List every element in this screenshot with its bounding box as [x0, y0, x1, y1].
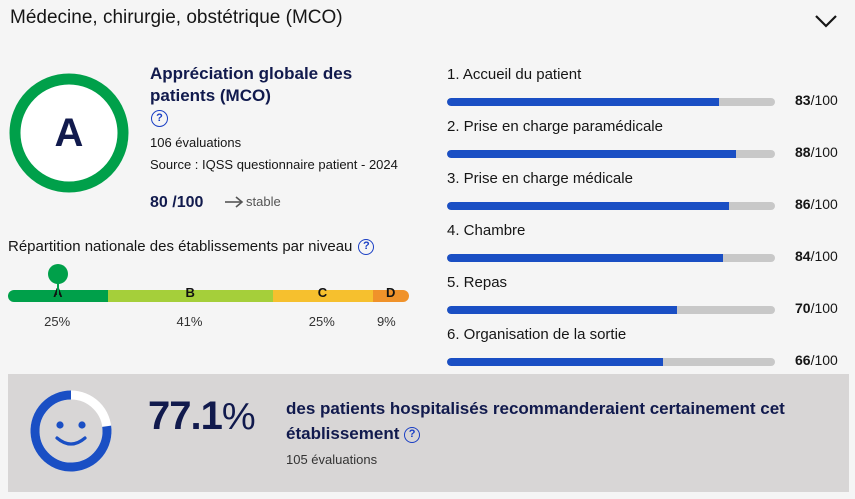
criteria-label: 3. Prise en charge médicale: [447, 170, 633, 187]
criteria-score-max: /100: [810, 196, 838, 212]
help-icon[interactable]: ?: [151, 110, 168, 127]
help-icon[interactable]: ?: [404, 426, 421, 443]
distribution-level-label: C: [317, 285, 328, 300]
source-text: Source : IQSS questionnaire patient - 20…: [150, 157, 398, 172]
distribution-level-percentage: 25%: [44, 314, 71, 329]
distribution-title-text: Répartition nationale des établissements…: [8, 238, 353, 255]
score-title: Appréciation globale des patients (MCO): [150, 64, 353, 105]
criteria-progress-fill: [447, 358, 664, 366]
distribution-level-percentage: 9%: [376, 314, 396, 329]
criteria-score-max: /100: [810, 300, 838, 316]
criteria-progress-fill: [447, 254, 723, 262]
criteria-score-value: 86: [795, 196, 811, 212]
criteria-score-max: /100: [810, 144, 838, 160]
recommendation-percentage: 77.1%: [148, 394, 256, 439]
help-icon[interactable]: ?: [358, 238, 375, 255]
section-title: Médecine, chirurgie, obstétrique (MCO): [10, 7, 343, 28]
criteria-score: 84/100: [795, 248, 838, 264]
recommendation-evaluations: 105 évaluations: [286, 452, 378, 467]
criteria-score: 83/100: [795, 92, 838, 108]
trend-indicator: stable: [224, 194, 281, 209]
section-header[interactable]: Médecine, chirurgie, obstétrique (MCO): [0, 0, 855, 42]
criteria-progress-fill: [447, 202, 730, 210]
criteria-progress-fill: [447, 150, 736, 158]
criteria-score: 66/100: [795, 352, 838, 368]
distribution-title: Répartition nationale des établissements…: [8, 238, 375, 255]
criteria-score-value: 84: [795, 248, 811, 264]
criteria-score-max: /100: [810, 248, 838, 264]
criteria-score-max: /100: [810, 352, 838, 368]
distribution-level-label: D: [385, 285, 396, 300]
criteria-progress-bar: [447, 150, 775, 158]
criteria-score-value: 70: [795, 300, 811, 316]
criteria-label: 6. Organisation de la sortie: [447, 326, 627, 343]
criteria-progress-bar: [447, 358, 775, 366]
criteria-score: 88/100: [795, 144, 838, 160]
criteria-score-value: 66: [795, 352, 811, 368]
recommendation-value: 77.1: [148, 394, 223, 438]
evaluations-count: 106 évaluations: [150, 135, 242, 150]
criteria-progress-fill: [447, 306, 677, 314]
distribution-level-label: B: [185, 285, 195, 300]
recommendation-text: des patients hospitalisés recommanderaie…: [286, 396, 826, 446]
criteria-progress-bar: [447, 254, 775, 262]
criteria-label: 1. Accueil du patient: [447, 66, 582, 83]
current-level-marker: [48, 264, 68, 301]
distribution-level-percentage: 41%: [176, 314, 203, 329]
grade-letter: A: [54, 110, 84, 155]
criteria-label: 4. Chambre: [447, 222, 526, 239]
distribution-segment-b: [108, 290, 273, 302]
distribution-segment-d: [372, 290, 409, 302]
criteria-score-max: /100: [810, 92, 838, 108]
global-score: 80 /100: [150, 194, 204, 211]
criteria-score: 70/100: [795, 300, 838, 316]
chevron-down-icon[interactable]: [814, 13, 838, 29]
criteria-progress-bar: [447, 98, 775, 106]
criteria-label: 5. Repas: [447, 274, 508, 291]
criteria-progress-bar: [447, 202, 775, 210]
recommendation-panel: 77.1% des patients hospitalisés recomman…: [8, 374, 849, 492]
recommendation-text-body: des patients hospitalisés recommanderaie…: [286, 399, 785, 443]
criteria-score: 86/100: [795, 196, 838, 212]
arrow-right-icon: [225, 195, 244, 208]
percent-unit: %: [221, 396, 256, 438]
criteria-progress-bar: [447, 306, 775, 314]
distribution-level-percentage: 25%: [308, 314, 335, 329]
criteria-progress-fill: [447, 98, 720, 106]
criteria-score-value: 88: [795, 144, 811, 160]
criteria-score-value: 83: [795, 92, 811, 108]
distribution-segment-c: [272, 290, 373, 302]
criteria-label: 2. Prise en charge paramédicale: [447, 118, 663, 135]
smiley-face-icon: [30, 390, 112, 472]
grade-ring: [9, 73, 129, 193]
trend-label: stable: [246, 194, 281, 209]
